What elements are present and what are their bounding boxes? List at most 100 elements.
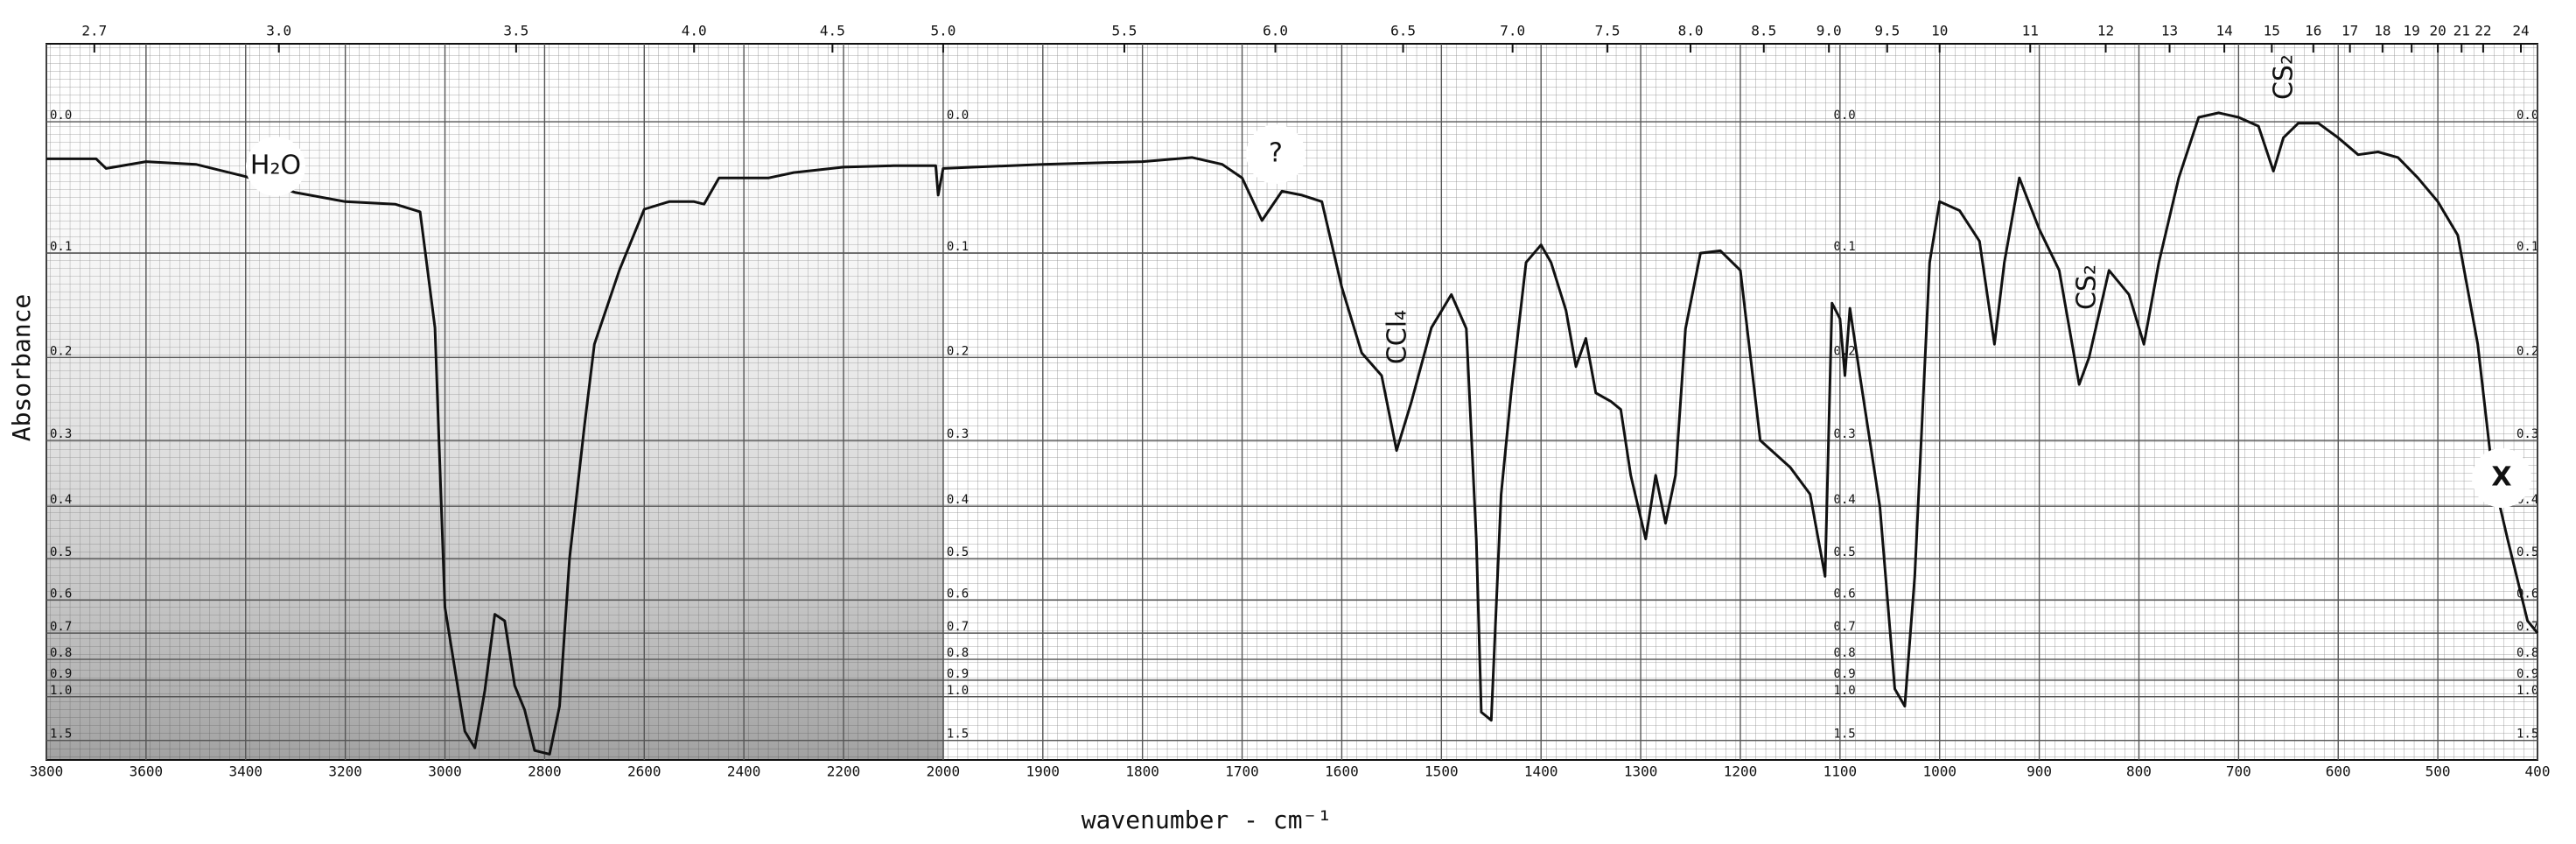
x-tick-label: 2400 [727, 763, 761, 780]
x2-tick-label: 9.5 [1874, 23, 1900, 39]
annotation: CS₂ [2072, 264, 2103, 310]
y-tick-label: 0.2 [2516, 344, 2538, 358]
y-tick-label: 0.8 [1833, 646, 1855, 660]
x2-tick-label: 17 [2342, 23, 2358, 39]
x-axis-label: wavenumber - cm⁻¹ [1082, 805, 1333, 834]
x-tick-label: 1900 [1026, 763, 1060, 780]
annotation: H₂O [250, 151, 301, 181]
y-tick-label: 0.9 [1833, 667, 1855, 681]
x2-tick-label: 22 [2474, 23, 2491, 39]
y-tick-label: 1.0 [947, 684, 969, 698]
y-tick-label: 0.4 [50, 493, 72, 507]
x2-tick-label: 5.0 [930, 23, 956, 39]
y-tick-label: 0.7 [947, 620, 969, 634]
shading [46, 44, 944, 760]
x-tick-label: 2600 [627, 763, 662, 780]
annotation-badge [1246, 124, 1306, 184]
y-tick-label: 0.6 [947, 587, 969, 601]
y-tick-label: 0.8 [2516, 646, 2538, 660]
y-tick-label: 0.3 [947, 427, 969, 441]
x2-tick-label: 3.0 [266, 23, 291, 39]
y-tick-label: 0.8 [947, 646, 969, 660]
y-tick-label: 0.1 [947, 240, 969, 254]
x2-tick-label: 8.0 [1678, 23, 1704, 39]
x-tick-label: 3200 [328, 763, 362, 780]
y-tick-label: 1.0 [2516, 684, 2538, 698]
x2-tick-label: 20 [2429, 23, 2446, 39]
y-tick-label: 0.7 [2516, 620, 2538, 634]
y-tick-label: 1.5 [947, 728, 969, 742]
x-tick-label: 500 [2426, 763, 2451, 780]
y-tick-label: 0.0 [2516, 109, 2538, 123]
x2-tick-label: 7.0 [1500, 23, 1525, 39]
annotation: CS₂ [2269, 54, 2300, 100]
x-tick-label: 2200 [827, 763, 861, 780]
x-tick-label: 2000 [927, 763, 961, 780]
y-tick-label: 0.5 [1833, 545, 1855, 559]
annotation: CCl₄ [1382, 310, 1413, 364]
y-tick-label: 0.1 [50, 240, 72, 254]
x-tick-label: 1400 [1524, 763, 1558, 780]
x-tick-label: 1100 [1824, 763, 1858, 780]
x2-tick-label: 9.0 [1816, 23, 1842, 39]
x2-tick-label: 3.5 [503, 23, 528, 39]
y-tick-label: 0.0 [947, 109, 969, 123]
y-tick-label: 0.9 [947, 667, 969, 681]
x-tick-label: 3400 [228, 763, 262, 780]
y-tick-label: 0.8 [50, 646, 72, 660]
x2-tick-label: 4.0 [682, 23, 707, 39]
x2-tick-label: 2.7 [81, 23, 107, 39]
y-tick-label: 0.9 [2516, 667, 2538, 681]
y-tick-label: 1.5 [1833, 728, 1855, 742]
x2-tick-label: 8.5 [1751, 23, 1776, 39]
y-tick-label: 0.7 [1833, 620, 1855, 634]
x-tick-label: 3000 [428, 763, 462, 780]
y-tick-label: 0.3 [50, 427, 72, 441]
y-tick-label: 0.5 [947, 545, 969, 559]
x2-tick-label: 7.5 [1595, 23, 1620, 39]
x-tick-label: 1600 [1325, 763, 1359, 780]
y-tick-label: 0.4 [947, 493, 969, 507]
y-tick-label: 0.1 [1833, 240, 1855, 254]
x-tick-label: 3800 [30, 763, 64, 780]
x-tick-label: 3600 [130, 763, 164, 780]
y-tick-label: 0.6 [1833, 587, 1855, 601]
x2-tick-label: 16 [2305, 23, 2321, 39]
x2-tick-label: 6.0 [1263, 23, 1288, 39]
x-tick-label: 1500 [1424, 763, 1459, 780]
x2-tick-label: 4.5 [820, 23, 845, 39]
x2-tick-label: 21 [2454, 23, 2470, 39]
x-tick-label: 900 [2026, 763, 2052, 780]
x2-tick-label: 13 [2161, 23, 2178, 39]
x-tick-label: 1300 [1624, 763, 1658, 780]
x-tick-label: 700 [2226, 763, 2251, 780]
y-tick-label: 0.2 [1833, 344, 1855, 358]
x-tick-label: 2800 [528, 763, 562, 780]
annotation: X [2491, 462, 2511, 493]
x-tick-label: 1700 [1225, 763, 1259, 780]
spectrum-line [46, 111, 2539, 756]
y-tick-label: 0.5 [50, 545, 72, 559]
annotation: ? [1269, 138, 1283, 169]
y-tick-label: 0.3 [1833, 427, 1855, 441]
x-tick-label: 1200 [1724, 763, 1758, 780]
y-tick-label: 0.1 [2516, 240, 2538, 254]
x2-tick-label: 14 [2216, 23, 2232, 39]
x2-tick-label: 18 [2374, 23, 2390, 39]
y-tick-label: 0.7 [50, 620, 72, 634]
y-tick-label: 0.0 [50, 109, 72, 123]
x-tick-label: 600 [2326, 763, 2351, 780]
y-tick-label: 0.2 [947, 344, 969, 358]
x-tick-label: 1800 [1125, 763, 1159, 780]
y-tick-label: 0.2 [50, 344, 72, 358]
annotation-badge [246, 137, 305, 196]
y-tick-label: 0.3 [2516, 427, 2538, 441]
x2-tick-label: 11 [2022, 23, 2039, 39]
y-tick-label: 1.5 [50, 728, 72, 742]
annotation-badge [2472, 448, 2531, 508]
x2-tick-label: 24 [2512, 23, 2529, 39]
x-tick-label: 800 [2126, 763, 2152, 780]
y-tick-label: 0.5 [2516, 545, 2538, 559]
